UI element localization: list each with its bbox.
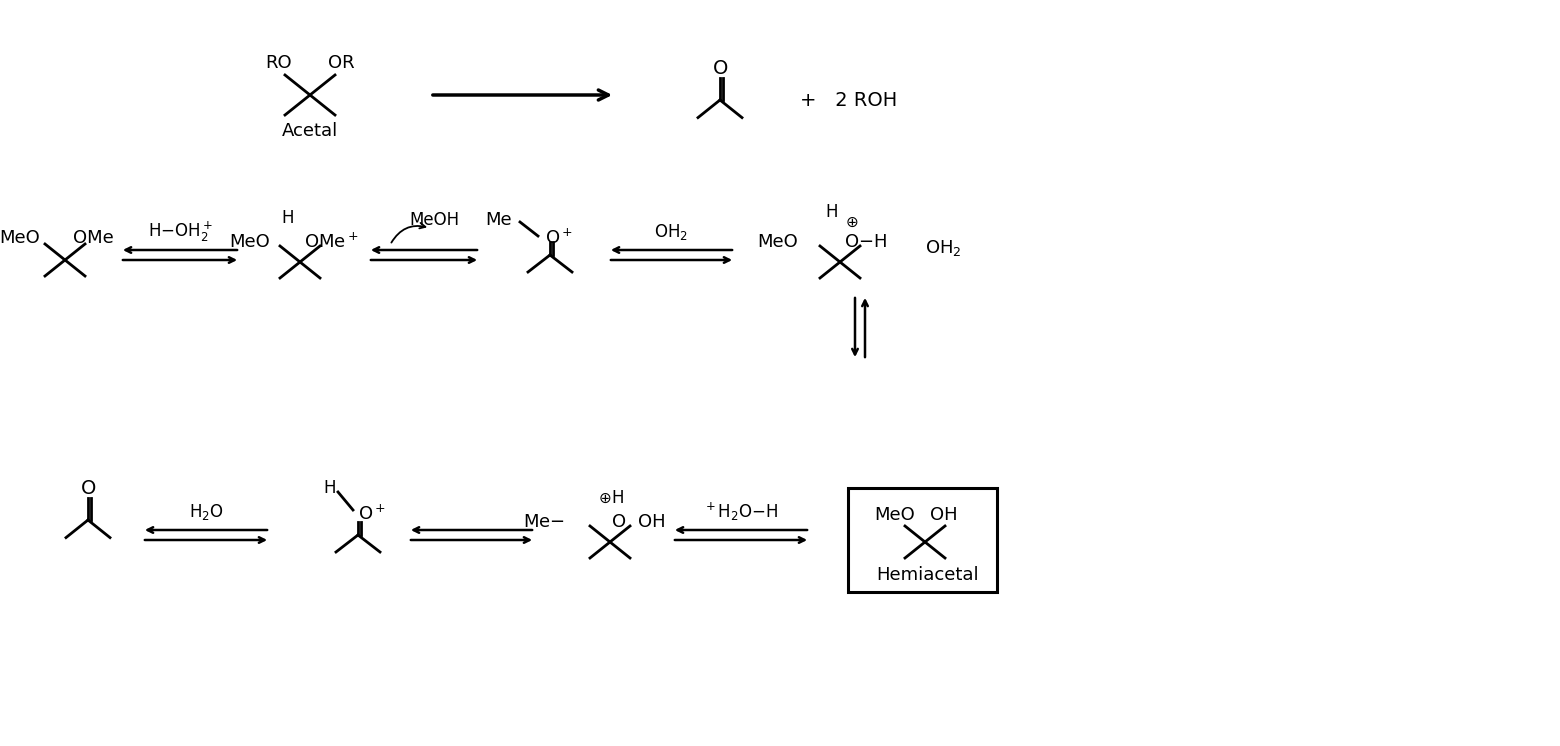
- Text: Hemiacetal: Hemiacetal: [877, 566, 980, 584]
- Text: OH: OH: [930, 506, 958, 524]
- Text: OH: OH: [638, 513, 666, 531]
- Text: MeO: MeO: [229, 233, 270, 251]
- Text: H: H: [282, 209, 295, 227]
- Text: Me: Me: [485, 211, 512, 229]
- Text: Me$-$: Me$-$: [523, 513, 565, 531]
- Text: Acetal: Acetal: [282, 122, 339, 140]
- Text: H: H: [612, 489, 624, 507]
- Text: OMe$^+$: OMe$^+$: [304, 232, 359, 251]
- Text: H$-$OH$_2^+$: H$-$OH$_2^+$: [148, 220, 212, 244]
- Text: OH$_2$: OH$_2$: [654, 222, 688, 242]
- Text: OH$_2$: OH$_2$: [925, 238, 961, 258]
- Text: O: O: [713, 58, 729, 78]
- Text: $\oplus$: $\oplus$: [599, 491, 612, 506]
- Text: O$^+$: O$^+$: [544, 228, 573, 248]
- Text: MeO: MeO: [0, 229, 41, 247]
- Text: MeOH: MeOH: [409, 211, 459, 229]
- Text: MeO: MeO: [757, 233, 799, 251]
- Text: RO: RO: [265, 54, 292, 72]
- Text: H: H: [825, 203, 838, 221]
- Text: O$^+$: O$^+$: [357, 504, 385, 524]
- Text: $^+$H$_2$O$-$H: $^+$H$_2$O$-$H: [704, 501, 778, 523]
- Text: O: O: [612, 513, 626, 531]
- Text: O: O: [81, 478, 97, 498]
- Text: O$-$H: O$-$H: [844, 233, 888, 251]
- Text: OMe: OMe: [73, 229, 114, 247]
- Text: MeO: MeO: [874, 506, 916, 524]
- Text: +   2 ROH: + 2 ROH: [800, 90, 897, 110]
- Text: H: H: [324, 479, 337, 497]
- Text: OR: OR: [328, 54, 354, 72]
- Text: $\oplus$: $\oplus$: [846, 215, 858, 230]
- FancyBboxPatch shape: [849, 488, 997, 592]
- Text: H$_2$O: H$_2$O: [189, 502, 223, 522]
